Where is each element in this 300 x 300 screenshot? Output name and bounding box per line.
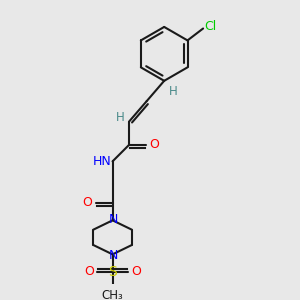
Text: N: N [108,213,118,226]
Text: O: O [150,138,160,151]
Text: H: H [169,85,178,98]
Text: O: O [82,196,92,209]
Text: Cl: Cl [204,20,216,33]
Text: HN: HN [92,155,111,168]
Text: O: O [84,265,94,278]
Text: S: S [108,265,117,279]
Text: CH₃: CH₃ [102,289,123,300]
Text: O: O [131,265,141,278]
Text: H: H [116,111,124,124]
Text: N: N [108,249,118,262]
